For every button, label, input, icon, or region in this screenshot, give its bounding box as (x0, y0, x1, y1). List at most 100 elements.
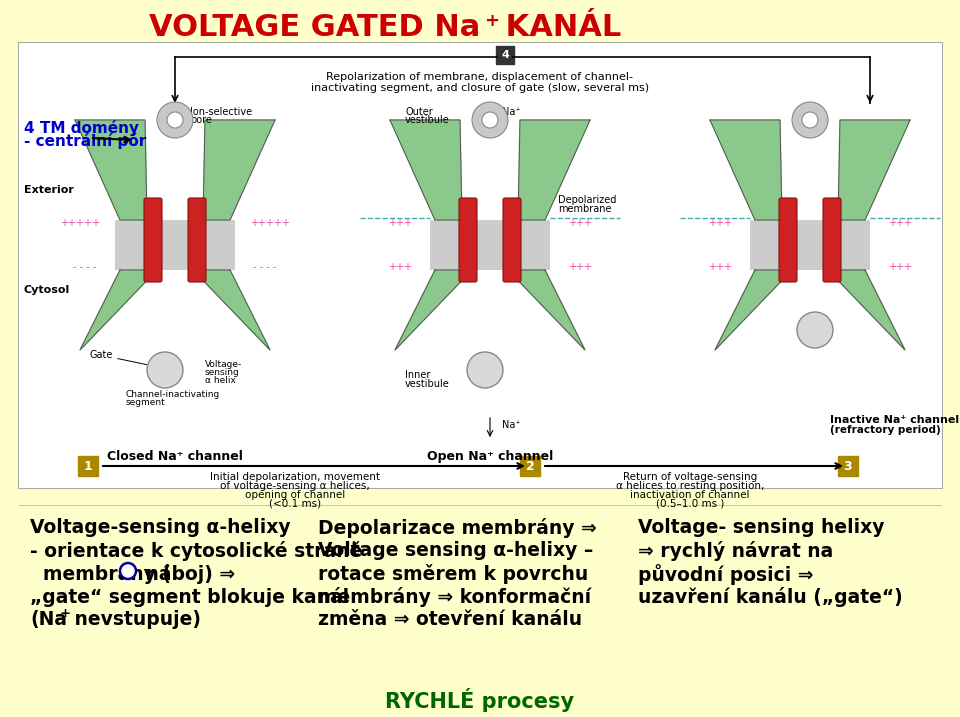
Text: +++: +++ (708, 218, 732, 228)
Text: membrány ⇒ konformační: membrány ⇒ konformační (318, 587, 591, 607)
Text: rotace směrem k povrchu: rotace směrem k povrchu (318, 564, 588, 584)
Text: membrány (: membrány ( (30, 564, 171, 584)
Text: α helices to resting position,: α helices to resting position, (615, 481, 764, 491)
Text: Inactive Na⁺ channel: Inactive Na⁺ channel (830, 415, 959, 425)
Polygon shape (203, 120, 275, 220)
Text: segment: segment (125, 398, 165, 407)
Text: +: + (465, 219, 471, 229)
Circle shape (792, 102, 828, 138)
FancyBboxPatch shape (459, 198, 477, 282)
Text: KANÁL: KANÁL (495, 14, 621, 42)
Text: (<0.1 ms): (<0.1 ms) (269, 499, 321, 509)
Text: +: + (509, 262, 516, 270)
Text: změna ⇒ otevření kanálu: změna ⇒ otevření kanálu (318, 610, 582, 629)
Text: +: + (784, 247, 791, 257)
Text: Na⁺: Na⁺ (502, 420, 520, 430)
Text: Repolarization of membrane, displacement of channel-: Repolarization of membrane, displacement… (326, 72, 634, 82)
Text: Voltage-sensing α-helixy: Voltage-sensing α-helixy (30, 518, 291, 537)
Text: Ion-selective: Ion-selective (190, 107, 252, 117)
Text: +++: +++ (388, 262, 412, 272)
FancyBboxPatch shape (823, 198, 841, 282)
Text: vestibule: vestibule (405, 115, 449, 125)
Text: Return of voltage-sensing: Return of voltage-sensing (623, 472, 757, 482)
Text: (0.5–1.0 ms ): (0.5–1.0 ms ) (656, 499, 724, 509)
Polygon shape (390, 120, 462, 220)
Text: +++: +++ (888, 262, 912, 272)
Text: +: + (194, 206, 201, 214)
Text: (Na: (Na (30, 610, 67, 629)
Polygon shape (193, 270, 270, 350)
Text: Na⁺: Na⁺ (502, 107, 520, 117)
Text: - orientace k cytosolické straně: - orientace k cytosolické straně (30, 541, 362, 561)
Text: Depolarizace membrány ⇒: Depolarizace membrány ⇒ (318, 518, 597, 538)
Text: +: + (194, 219, 201, 229)
Text: +: + (830, 262, 837, 270)
Text: (refractory period): (refractory period) (830, 425, 941, 435)
Text: - - - -: - - - - (73, 262, 97, 272)
Text: ⇒ rychlý návrat na: ⇒ rychlý návrat na (638, 541, 833, 561)
Text: −: − (123, 564, 133, 577)
Text: inactivation of channel: inactivation of channel (631, 490, 750, 500)
Circle shape (802, 112, 818, 128)
Text: +: + (150, 234, 156, 242)
Text: α helix: α helix (205, 376, 236, 385)
Text: +: + (465, 247, 471, 257)
Text: membrane: membrane (558, 204, 612, 214)
Text: +: + (150, 262, 156, 270)
Text: 2: 2 (526, 460, 535, 473)
Text: - - - -: - - - - (253, 262, 276, 272)
Text: +: + (150, 247, 156, 257)
Text: +: + (509, 219, 516, 229)
Text: Open Na⁺ channel: Open Na⁺ channel (427, 450, 553, 463)
Text: +: + (484, 12, 499, 30)
Text: +: + (465, 262, 471, 270)
FancyBboxPatch shape (144, 198, 162, 282)
FancyBboxPatch shape (115, 220, 235, 270)
Text: +: + (194, 234, 201, 242)
Text: Voltage-: Voltage- (205, 360, 242, 369)
Text: RYCHLÉ procesy: RYCHLÉ procesy (385, 688, 575, 712)
Text: Gate: Gate (90, 350, 113, 360)
FancyBboxPatch shape (18, 42, 942, 488)
Polygon shape (395, 270, 472, 350)
Text: pore: pore (190, 115, 212, 125)
Text: 4 TM domény: 4 TM domény (24, 120, 139, 136)
Text: +++: +++ (708, 262, 732, 272)
Text: +++: +++ (568, 262, 592, 272)
Text: Exterior: Exterior (24, 185, 74, 195)
Polygon shape (508, 270, 585, 350)
Text: Voltage sensing α-helixy –: Voltage sensing α-helixy – (318, 541, 593, 560)
FancyBboxPatch shape (779, 198, 797, 282)
Text: +++: +++ (388, 218, 412, 228)
Text: +: + (509, 234, 516, 242)
Text: +: + (150, 219, 156, 229)
Text: +: + (194, 262, 201, 270)
FancyBboxPatch shape (430, 220, 550, 270)
Text: uzavření kanálu („gate“): uzavření kanálu („gate“) (638, 587, 902, 607)
Polygon shape (80, 270, 157, 350)
Text: +++++: +++++ (250, 218, 290, 228)
Circle shape (147, 352, 183, 388)
Polygon shape (838, 120, 910, 220)
FancyBboxPatch shape (750, 220, 870, 270)
Text: nevstupuje): nevstupuje) (67, 610, 201, 629)
FancyBboxPatch shape (503, 198, 521, 282)
Text: sensing: sensing (205, 368, 240, 377)
Text: původní posici ⇒: původní posici ⇒ (638, 564, 813, 585)
Text: Inner: Inner (405, 370, 430, 380)
Text: inactivating segment, and closure of gate (slow, several ms): inactivating segment, and closure of gat… (311, 83, 649, 93)
Text: +: + (465, 206, 471, 214)
Text: +++: +++ (888, 218, 912, 228)
Polygon shape (75, 120, 147, 220)
Text: - centrální pór: - centrální pór (24, 133, 146, 149)
Text: +++++: +++++ (60, 218, 100, 228)
Text: Channel-inactivating: Channel-inactivating (125, 390, 219, 399)
Text: +: + (60, 607, 70, 620)
Text: 3: 3 (844, 460, 852, 473)
Circle shape (797, 312, 833, 348)
Circle shape (482, 112, 498, 128)
Text: of voltage-sensing α helices,: of voltage-sensing α helices, (220, 481, 370, 491)
Polygon shape (828, 270, 905, 350)
Circle shape (472, 102, 508, 138)
Text: +: + (830, 206, 837, 214)
